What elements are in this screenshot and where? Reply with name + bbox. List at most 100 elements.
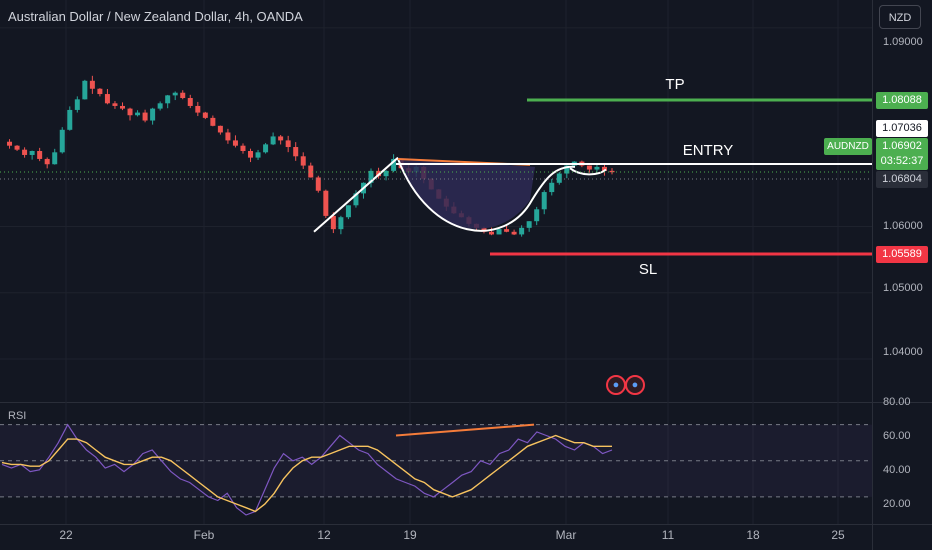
divergence-line-rsi [395, 423, 535, 437]
entry-price-tag: 1.07036 [876, 120, 928, 137]
candle-body [232, 140, 238, 146]
candle-body [172, 92, 178, 96]
candle-body [89, 80, 95, 89]
candle-body [496, 229, 502, 235]
candle-body [157, 103, 163, 109]
candle-body [29, 150, 35, 155]
pane-separator[interactable] [0, 402, 932, 403]
currency-selector[interactable]: NZD [879, 5, 921, 29]
candle-body [489, 231, 495, 235]
candle-body [368, 170, 374, 183]
sl-label: SL [638, 261, 658, 278]
candle-body [22, 149, 28, 155]
candle-body [383, 170, 389, 177]
candle-body [323, 190, 329, 216]
price-tick: 1.04000 [883, 346, 923, 358]
candle-body [504, 229, 510, 232]
rsi-ma-line [1, 434, 612, 513]
entry-label: ENTRY [682, 142, 734, 159]
candle-body [345, 205, 351, 218]
candle-body [52, 152, 58, 165]
candle-body [187, 98, 193, 106]
time-tick: 18 [746, 528, 760, 542]
current-price-tag: 1.06902 03:52:37 [876, 138, 928, 170]
candle-body [564, 165, 570, 174]
candle-body [330, 215, 336, 230]
candle-body [293, 147, 299, 157]
candle-body [556, 173, 562, 183]
price-tick: 1.06000 [883, 220, 923, 232]
candle-body [104, 94, 110, 104]
price-tick: 1.05000 [883, 282, 923, 294]
candle-body [594, 166, 600, 170]
cup-curve [397, 158, 576, 232]
rsi-tick: 40.00 [883, 464, 911, 476]
candle-body [127, 108, 133, 116]
candle-body [549, 182, 555, 193]
candle-body [519, 227, 525, 235]
price-axis-separator [872, 0, 873, 550]
candle-body [225, 132, 231, 141]
current-price: 1.06902 [882, 140, 922, 152]
handle-curve [569, 167, 607, 176]
candle-body [150, 108, 156, 121]
candle-body [210, 117, 216, 126]
candle-body [248, 150, 254, 158]
rsi-tick: 80.00 [883, 396, 911, 408]
candle-body [285, 140, 291, 148]
candle-body [135, 112, 141, 116]
candle-body [338, 217, 344, 230]
candle-body [97, 88, 103, 95]
time-tick: 19 [403, 528, 417, 542]
bar-countdown: 03:52:37 [880, 155, 924, 167]
candle-body [270, 136, 276, 145]
candle-body [37, 150, 43, 159]
candle-body [112, 103, 118, 106]
time-tick: 25 [831, 528, 845, 542]
candle-body [263, 144, 269, 153]
time-tick: 22 [59, 528, 73, 542]
candle-body [240, 145, 246, 151]
candle-body [511, 231, 517, 235]
candle-body [255, 152, 261, 158]
candle-body [278, 136, 284, 141]
tp-label: TP [665, 76, 685, 93]
cup-shading [398, 157, 535, 229]
candle-body [44, 158, 50, 165]
rsi-tick: 60.00 [883, 430, 911, 442]
rsi-line [1, 423, 613, 516]
sl-price-tag: 1.05589 [876, 246, 928, 263]
candle-body [14, 145, 20, 150]
time-tick: 12 [317, 528, 331, 542]
candle-body [526, 221, 532, 228]
candle-body [534, 209, 540, 222]
main-chart-canvas[interactable] [0, 0, 872, 524]
candle-body [202, 112, 208, 118]
symbol-tag: AUDNZD [824, 138, 872, 155]
price-tick: 1.09000 [883, 36, 923, 48]
candle-body [601, 166, 607, 171]
candle-body [67, 109, 73, 130]
candle-body [59, 129, 65, 153]
candle-body [74, 99, 80, 110]
candle-body [82, 80, 88, 100]
candle-body [308, 165, 314, 178]
economic-event-icon[interactable]: ● [625, 375, 645, 395]
tp-price-tag: 1.08088 [876, 92, 928, 109]
candle-body [217, 125, 223, 133]
candle-body [586, 165, 592, 170]
time-tick: Feb [193, 528, 215, 542]
economic-event-icon[interactable]: ● [606, 375, 626, 395]
rsi-tick: 20.00 [883, 498, 911, 510]
rsi-indicator-label[interactable]: RSI [8, 410, 27, 422]
candle-body [7, 141, 13, 146]
candle-body [541, 192, 547, 210]
chart-title: Australian Dollar / New Zealand Dollar, … [8, 9, 303, 24]
candle-body [315, 177, 321, 191]
candle-body [119, 105, 125, 109]
candle-body [142, 112, 148, 121]
trend-line [313, 156, 399, 233]
candle-body [180, 92, 186, 99]
candle-body [391, 158, 397, 171]
prev-close-tag: 1.06804 [876, 171, 928, 188]
